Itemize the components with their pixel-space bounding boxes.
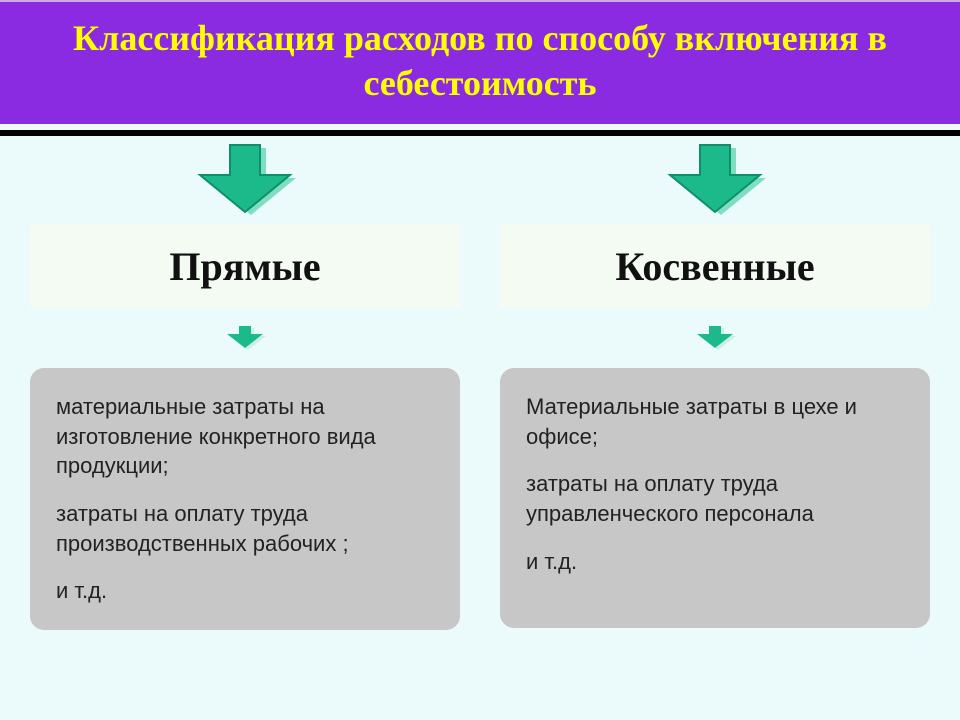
category-left: Прямые — [30, 225, 460, 308]
detail-left-2: затраты на оплату труда производственных… — [56, 499, 434, 558]
header-block: Классификация расходов по способу включе… — [0, 0, 960, 136]
small-down-arrow-icon — [691, 322, 739, 350]
column-right: Косвенные Материальные затраты в цехе и … — [500, 140, 930, 700]
black-separator — [0, 130, 960, 136]
down-arrow-icon — [660, 140, 770, 215]
title-band: Классификация расходов по способу включе… — [0, 2, 960, 124]
detail-right-3: и т.д. — [526, 547, 904, 577]
category-right: Косвенные — [500, 225, 930, 308]
detail-box-right: Материальные затраты в цехе и офисе; зат… — [500, 368, 930, 628]
category-left-label: Прямые — [169, 244, 320, 289]
slide: Классификация расходов по способу включе… — [0, 0, 960, 720]
content-columns: Прямые материальные затраты на изготовле… — [30, 140, 930, 700]
detail-box-left: материальные затраты на изготовление кон… — [30, 368, 460, 630]
detail-right-2: затраты на оплату труда управленческого … — [526, 469, 904, 528]
category-right-label: Косвенные — [615, 244, 814, 289]
small-down-arrow-icon — [221, 322, 269, 350]
column-left: Прямые материальные затраты на изготовле… — [30, 140, 460, 700]
down-arrow-icon — [190, 140, 300, 215]
detail-left-1: материальные затраты на изготовление кон… — [56, 392, 434, 481]
detail-right-1: Материальные затраты в цехе и офисе; — [526, 392, 904, 451]
page-title: Классификация расходов по способу включе… — [73, 18, 887, 103]
detail-left-3: и т.д. — [56, 576, 434, 606]
